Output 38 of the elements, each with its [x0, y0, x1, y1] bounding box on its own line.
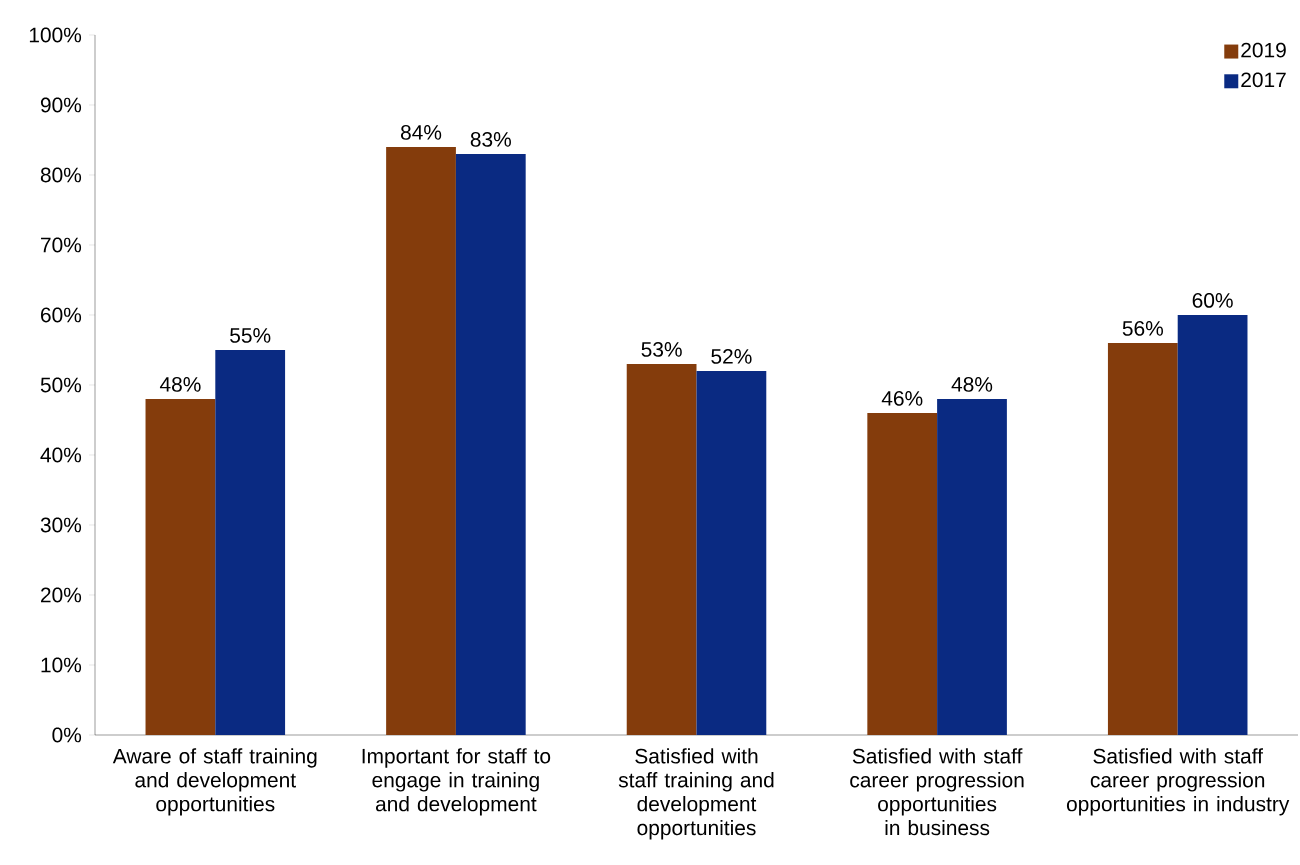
bar [696, 371, 767, 735]
bar [626, 364, 697, 735]
bar [145, 399, 216, 735]
data-label: 52% [711, 348, 752, 364]
bar [455, 153, 526, 735]
data-label: 46% [881, 390, 923, 406]
data-label: 60% [1192, 292, 1233, 308]
x-tick-label: Aware of staff training and development opportunities [112, 748, 317, 816]
x-tick-label: Satisfied with staff career progression opportunities in industry [1066, 748, 1290, 816]
bar [386, 146, 456, 735]
x-tick-label: Satisfied with staff career progression opportunities in business [850, 748, 1024, 836]
bar [867, 413, 938, 735]
bar [937, 399, 1007, 735]
y-tick-label: 40% [40, 447, 82, 463]
data-label: 53% [641, 341, 682, 357]
bar [1107, 343, 1178, 735]
x-tick-label: Important for staff to engage in training and development [362, 748, 551, 816]
legend-label: 2019 [1241, 42, 1286, 58]
y-tick-label: 50% [40, 377, 82, 393]
x-tick-label: Satisfied with staff training and development opportunities [618, 748, 774, 840]
y-tick-label: 70% [41, 237, 82, 253]
y-tick-label: 0% [52, 727, 82, 743]
data-label: 48% [159, 376, 201, 392]
y-tick-label: 80% [40, 167, 82, 183]
y-tick-label: 100% [29, 27, 82, 43]
data-label: 48% [951, 376, 993, 392]
data-label: 84% [400, 124, 442, 140]
y-tick-label: 90% [40, 97, 82, 113]
legend-label: 2017 [1241, 72, 1286, 88]
y-tick-label: 60% [41, 307, 82, 323]
bar [1177, 314, 1248, 735]
y-tick-label: 30% [40, 517, 82, 533]
data-label: 56% [1122, 320, 1164, 336]
data-label: 55% [230, 328, 271, 343]
y-tick-label: 20% [41, 587, 82, 603]
bar [215, 350, 286, 735]
data-label: 83% [470, 131, 511, 147]
y-tick-label: 10% [41, 657, 82, 673]
